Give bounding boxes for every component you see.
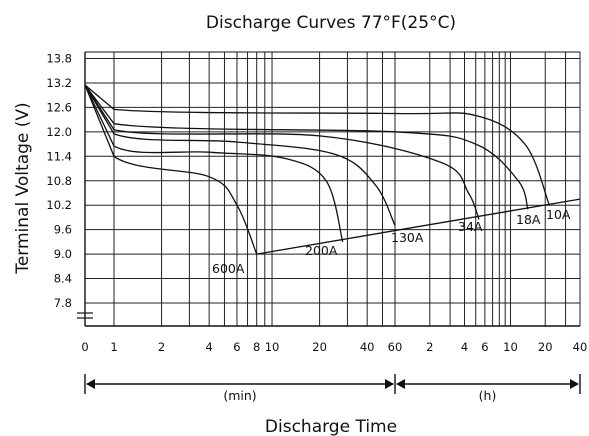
y-tick-label: 13.2 — [46, 76, 72, 90]
series-label: 10A — [546, 207, 571, 222]
y-axis-label: Terminal Voltage (V) — [13, 102, 33, 274]
x-tick-label: 0 — [81, 340, 88, 354]
y-tick-label: 9.0 — [54, 247, 72, 261]
x-tick-label: 40 — [360, 340, 375, 354]
chart-title: Discharge Curves 77°F(25°C) — [206, 13, 456, 33]
y-tick-label: 7.8 — [54, 296, 72, 310]
arrowhead-right — [570, 379, 579, 389]
x-tick-label: 40 — [573, 340, 588, 354]
x-tick-label: 20 — [538, 340, 553, 354]
y-tick-label: 11.4 — [46, 149, 72, 163]
y-tick-label: 10.8 — [46, 174, 72, 188]
grid — [85, 52, 581, 326]
series-label: 130A — [391, 230, 424, 245]
segment-label: (min) — [223, 388, 256, 403]
x-tick-label: 8 — [253, 340, 260, 354]
series-label: 18A — [516, 212, 541, 227]
arrowhead-right — [385, 379, 394, 389]
x-tick-label: 2 — [158, 340, 165, 354]
arrowhead-left — [86, 379, 95, 389]
series-label: 200A — [305, 243, 338, 258]
x-tick-label: 20 — [312, 340, 327, 354]
series-line-18a — [84, 84, 529, 210]
x-tick-label: 4 — [205, 340, 212, 354]
x-tick-label: 60 — [388, 340, 403, 354]
series-line-130a — [84, 84, 396, 226]
x-tick-label: 4 — [461, 340, 468, 354]
x-axis-label: Discharge Time — [265, 417, 397, 436]
x-tick-label: 10 — [503, 340, 518, 354]
series-labels: 600A 200A 130A 34A 18A 10A — [212, 207, 571, 276]
y-tick-label: 10.2 — [46, 198, 72, 212]
x-tick-label: 6 — [481, 340, 488, 354]
x-tick-label: 2 — [426, 340, 433, 354]
x-tick-label: 10 — [265, 340, 280, 354]
series-line-600a — [84, 84, 258, 255]
x-tick-labels: 0 1 2 4 6 8 10 20 40 60 2 4 6 10 20 40 — [81, 340, 587, 354]
arrowhead-left — [396, 379, 405, 389]
y-tick-label: 8.4 — [54, 272, 72, 286]
series-label: 600A — [212, 261, 245, 276]
series-line-200a — [84, 84, 344, 243]
y-tick-label: 13.8 — [46, 52, 72, 66]
axes — [77, 51, 580, 327]
x-tick-label: 6 — [233, 340, 240, 354]
y-tick-labels: 13.8 13.2 12.6 12.0 11.4 10.8 10.2 9.6 9.0 8.4 7.8 — [46, 52, 72, 311]
series-lines — [84, 84, 581, 255]
y-tick-label: 9.6 — [54, 223, 72, 237]
series-line-34a — [84, 84, 480, 220]
cutoff-voltage-line — [256, 198, 581, 255]
time-segments: (min) (h) — [84, 374, 581, 403]
y-tick-label: 12.6 — [46, 100, 72, 114]
x-tick-label: 1 — [110, 340, 117, 354]
series-line-10a — [84, 84, 550, 206]
y-tick-label: 12.0 — [46, 125, 72, 139]
segment-label: (h) — [479, 388, 497, 403]
series-label: 34A — [458, 219, 483, 234]
